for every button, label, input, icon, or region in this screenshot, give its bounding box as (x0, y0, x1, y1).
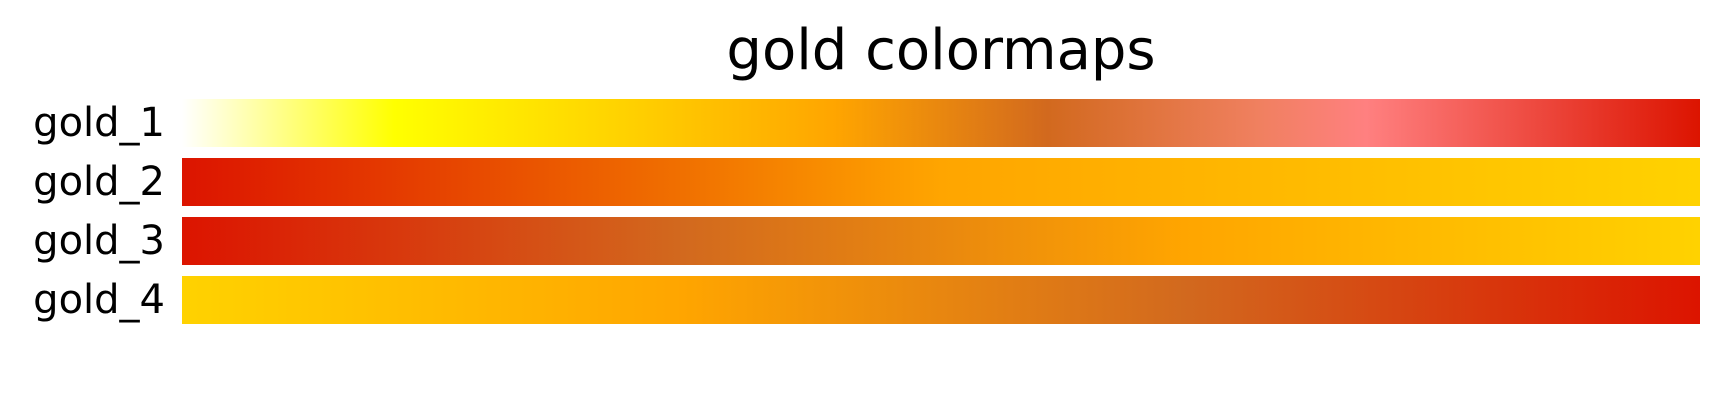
colormap-row-gold_2: gold_2 (0, 158, 1728, 206)
colormap-label: gold_2 (33, 159, 165, 205)
colormap-row-gold_1: gold_1 (0, 99, 1728, 147)
colormap-label: gold_3 (33, 218, 165, 264)
colormap-label: gold_1 (33, 100, 165, 146)
chart-title: gold colormaps (726, 18, 1156, 83)
colormap-bar-gold_1 (182, 99, 1700, 147)
colormap-row-gold_3: gold_3 (0, 217, 1728, 265)
colormap-row-gold_4: gold_4 (0, 276, 1728, 324)
colormap-label: gold_4 (33, 277, 165, 323)
colormap-bar-gold_2 (182, 158, 1700, 206)
colormap-bar-gold_4 (182, 276, 1700, 324)
colormap-bar-gold_3 (182, 217, 1700, 265)
